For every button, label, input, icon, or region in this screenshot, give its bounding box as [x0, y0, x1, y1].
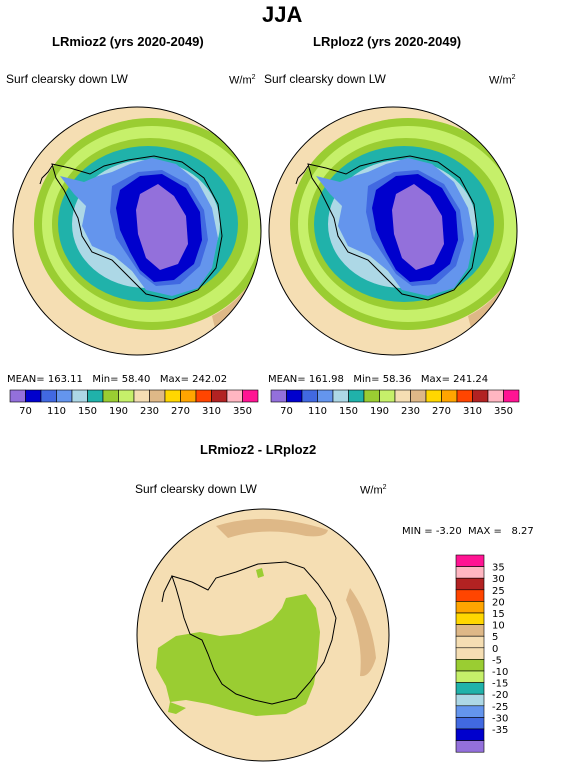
- left-colorbar-swatch: [102, 389, 119, 403]
- left-colorbar-swatch: [149, 389, 166, 403]
- right-colorbar-swatch: [332, 389, 349, 403]
- right-colorbar-tick-label: 310: [463, 406, 482, 417]
- right-colorbar-swatch: [317, 389, 334, 403]
- diff-colorbar-swatch: [455, 705, 485, 718]
- left-panel-title: LRmioz2 (yrs 2020-2049): [52, 34, 204, 49]
- diff-colorbar-swatch: [455, 693, 485, 707]
- diff-colorbar-label: -30: [492, 713, 508, 724]
- left-colorbar-swatch: [211, 389, 228, 403]
- diff-colorbar-swatch: [455, 682, 485, 695]
- right-colorbar-swatch: [410, 389, 427, 403]
- right-colorbar-swatch: [379, 389, 396, 403]
- diff-colorbar-swatch: [455, 554, 485, 567]
- diff-colorbar-swatch: [455, 577, 485, 591]
- right-colorbar-swatch: [286, 389, 303, 403]
- left-units: W/m2: [229, 74, 256, 87]
- right-colorbar: 70 110 150 190 230 270 310 350: [270, 389, 520, 417]
- left-colorbar-tick-label: 270: [171, 406, 190, 417]
- diff-colorbar-label: 15: [492, 609, 505, 620]
- diff-variable-label: Surf clearsky down LW: [135, 482, 257, 496]
- right-colorbar-tick-label: 230: [401, 406, 420, 417]
- left-colorbar-swatch: [118, 389, 135, 403]
- diff-panel-title: LRmioz2 - LRploz2: [200, 442, 317, 457]
- left-colorbar-tick-label: 190: [109, 406, 128, 417]
- left-variable-label: Surf clearsky down LW: [6, 72, 128, 86]
- right-units: W/m2: [489, 74, 516, 87]
- diff-colorbar-label: 0: [492, 644, 498, 655]
- left-stats: MEAN= 163.11 Min= 58.40 Max= 242.02: [7, 374, 228, 385]
- diff-colorbar-swatch: [455, 612, 485, 625]
- diff-colorbar-swatch: [455, 635, 485, 649]
- diff-colorbar-swatch: [455, 670, 485, 683]
- diff-colorbar-swatch: [455, 601, 485, 614]
- left-colorbar-swatch: [133, 389, 150, 403]
- left-colorbar-tick-label: 150: [78, 406, 97, 417]
- diff-colorbar-label: 20: [492, 597, 505, 608]
- right-colorbar-swatch: [270, 389, 287, 403]
- diff-colorbar-swatch: [455, 566, 485, 579]
- right-polar-map: [268, 106, 518, 356]
- right-colorbar-tick-label: 110: [308, 406, 327, 417]
- right-colorbar-tick-label: 150: [339, 406, 358, 417]
- right-colorbar-swatch: [425, 389, 442, 403]
- left-colorbar-swatch: [71, 389, 88, 403]
- right-colorbar-swatch: [348, 389, 365, 403]
- left-colorbar-tick-label: 110: [47, 406, 66, 417]
- diff-min-max: MIN = -3.20 MAX = 8.27: [402, 526, 534, 537]
- diff-colorbar-swatch: [455, 624, 485, 637]
- left-colorbar-tick-label: 230: [140, 406, 159, 417]
- right-colorbar-swatch: [301, 389, 318, 403]
- diff-colorbar-label: -25: [492, 702, 508, 713]
- diff-colorbar-swatch: [455, 740, 485, 753]
- left-colorbar-tick-label: 350: [233, 406, 252, 417]
- diff-colorbar-swatch: [455, 728, 485, 741]
- right-variable-label: Surf clearsky down LW: [264, 72, 386, 86]
- right-colorbar-swatch: [503, 389, 520, 403]
- left-colorbar-swatch: [226, 389, 243, 403]
- left-colorbar-tick-label: 70: [19, 406, 32, 417]
- diff-polar-map: [136, 508, 390, 762]
- diff-colorbar-label: -5: [492, 655, 502, 666]
- left-colorbar-swatch: [56, 389, 73, 403]
- right-colorbar-tick-label: 270: [432, 406, 451, 417]
- diff-colorbar-label: 10: [492, 621, 505, 632]
- diff-colorbar-label: -15: [492, 679, 508, 690]
- diff-colorbar-swatch: [455, 647, 485, 660]
- diff-colorbar-label: -35: [492, 725, 508, 736]
- right-colorbar-tick-label: 70: [280, 406, 293, 417]
- left-colorbar: 70 110 150 190 230 270 310 350: [9, 389, 259, 417]
- right-colorbar-swatch: [441, 389, 458, 403]
- left-polar-map: [12, 106, 262, 356]
- right-panel-title: LRploz2 (yrs 2020-2049): [313, 34, 462, 49]
- left-colorbar-swatch: [9, 389, 26, 403]
- left-colorbar-tick-label: 310: [202, 406, 221, 417]
- diff-colorbar-label: -10: [492, 667, 508, 678]
- diff-colorbar-label: 35: [492, 563, 505, 574]
- diff-colorbar-label: 25: [492, 586, 505, 597]
- diff-units: W/m2: [360, 484, 387, 497]
- left-colorbar-swatch: [87, 389, 104, 403]
- page-title: JJA: [262, 2, 303, 27]
- diff-colorbar-label: 30: [492, 574, 505, 585]
- right-colorbar-swatch: [456, 389, 473, 403]
- right-stats: MEAN= 161.98 Min= 58.36 Max= 241.24: [268, 374, 489, 385]
- diff-colorbar-swatch: [455, 659, 485, 672]
- diff-colorbar-swatch: [455, 717, 485, 730]
- left-colorbar-swatch: [25, 389, 42, 403]
- right-colorbar-swatch: [363, 389, 380, 403]
- left-colorbar-swatch: [40, 389, 57, 403]
- diff-colorbar-swatch: [455, 589, 485, 602]
- right-colorbar-swatch: [394, 389, 411, 403]
- diff-colorbar-label: -20: [492, 690, 508, 701]
- left-colorbar-swatch: [195, 389, 212, 403]
- diff-colorbar-label: 5: [492, 632, 498, 643]
- right-colorbar-tick-label: 190: [370, 406, 389, 417]
- right-colorbar-swatch: [487, 389, 504, 403]
- left-colorbar-swatch: [180, 389, 197, 403]
- left-colorbar-swatch: [164, 389, 181, 403]
- left-colorbar-swatch: [242, 389, 259, 403]
- right-colorbar-tick-label: 350: [494, 406, 513, 417]
- right-colorbar-swatch: [472, 389, 489, 403]
